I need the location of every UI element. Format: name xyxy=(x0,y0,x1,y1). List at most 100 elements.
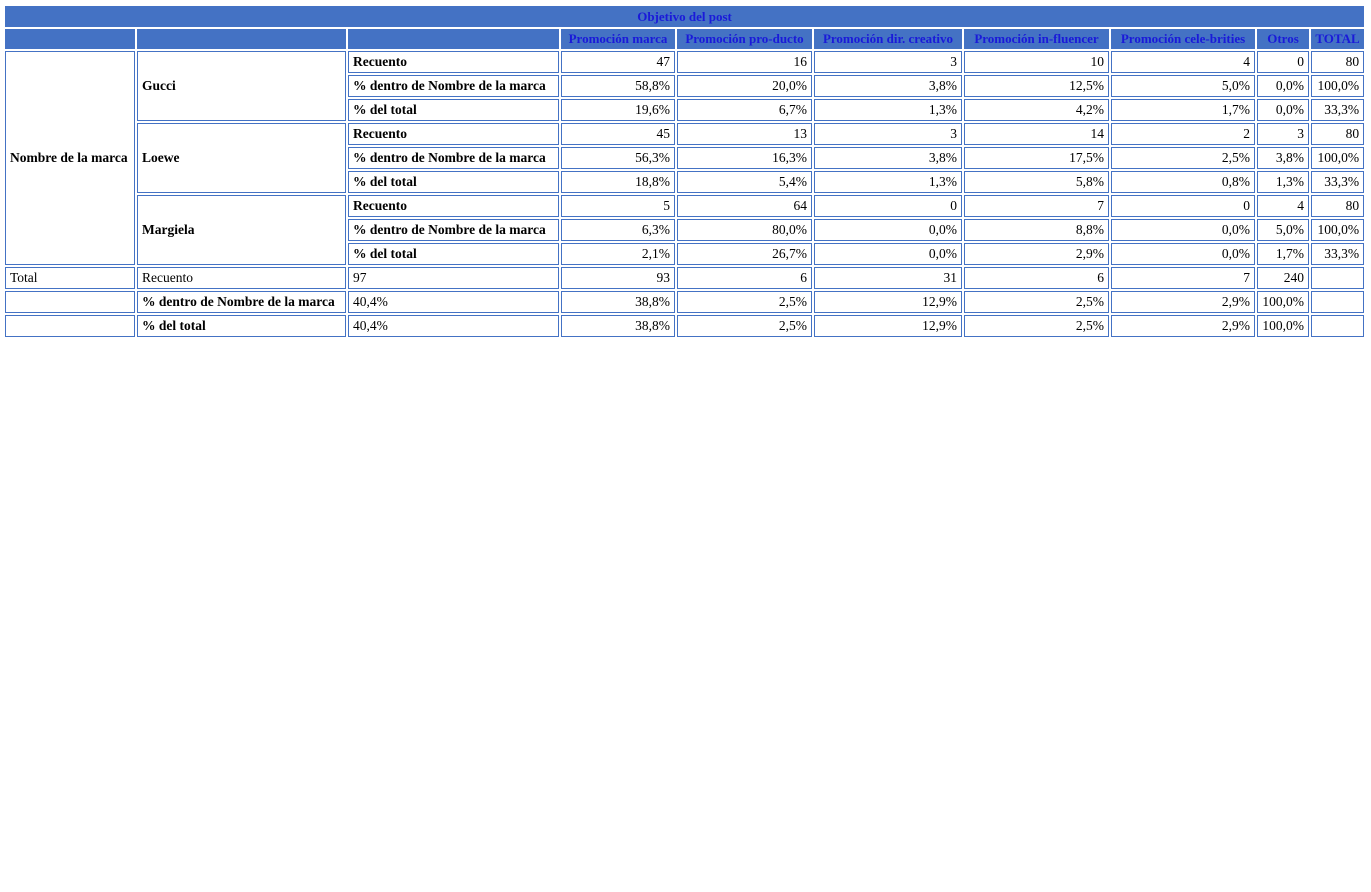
data-cell: 38,8% xyxy=(561,291,675,313)
data-cell: 2,5% xyxy=(964,315,1109,337)
column-header: Promoción pro-ducto xyxy=(677,29,812,49)
data-cell: 16,3% xyxy=(677,147,812,169)
data-cell: 0 xyxy=(814,195,962,217)
row-label: % del total xyxy=(348,99,559,121)
data-cell: 1,3% xyxy=(1257,171,1309,193)
data-cell: 40,4% xyxy=(348,291,559,313)
data-cell: 40,4% xyxy=(348,315,559,337)
table-row: % dentro de Nombre de la marca 58,8% 20,… xyxy=(5,75,1365,97)
data-cell: 6,3% xyxy=(561,219,675,241)
row-label: Recuento xyxy=(137,267,346,289)
data-cell: 12,9% xyxy=(814,291,962,313)
total-row: % del total 40,4% 38,8% 2,5% 12,9% 2,5% … xyxy=(5,315,1365,337)
data-cell: 97 xyxy=(348,267,559,289)
data-cell: 2 xyxy=(1111,123,1255,145)
data-cell: 93 xyxy=(561,267,675,289)
data-cell: 0 xyxy=(1257,51,1309,73)
empty-cell xyxy=(1311,315,1365,337)
data-cell: 4,2% xyxy=(964,99,1109,121)
data-cell: 7 xyxy=(1111,267,1255,289)
data-cell: 17,5% xyxy=(964,147,1109,169)
row-label: % dentro de Nombre de la marca xyxy=(348,75,559,97)
data-cell: 58,8% xyxy=(561,75,675,97)
data-cell: 13 xyxy=(677,123,812,145)
data-cell: 5 xyxy=(561,195,675,217)
data-cell: 0,0% xyxy=(1257,75,1309,97)
data-cell: 1,3% xyxy=(814,99,962,121)
column-header: Promoción marca xyxy=(561,29,675,49)
table-row: % dentro de Nombre de la marca 6,3% 80,0… xyxy=(5,219,1365,241)
data-cell: 0,8% xyxy=(1111,171,1255,193)
data-cell: 33,3% xyxy=(1311,99,1365,121)
data-cell: 45 xyxy=(561,123,675,145)
data-cell: 100,0% xyxy=(1311,75,1365,97)
data-cell: 10 xyxy=(964,51,1109,73)
data-cell: 7 xyxy=(964,195,1109,217)
empty-cell xyxy=(5,291,135,313)
data-cell: 80,0% xyxy=(677,219,812,241)
column-header: TOTAL xyxy=(1311,29,1365,49)
table-row: Nombre de la marca Gucci Recuento 47 16 … xyxy=(5,51,1365,265)
column-header: Promoción in-fluencer xyxy=(964,29,1109,49)
brand-name: Loewe xyxy=(137,123,346,193)
row-label: % dentro de Nombre de la marca xyxy=(348,147,559,169)
data-cell: 80 xyxy=(1311,123,1365,145)
row-label: % del total xyxy=(137,315,346,337)
table-row: % del total 2,1% 26,7% 0,0% 2,9% 0,0% 1,… xyxy=(5,243,1365,265)
row-label: % dentro de Nombre de la marca xyxy=(348,219,559,241)
corner-cell xyxy=(348,29,559,49)
total-row: % dentro de Nombre de la marca 40,4% 38,… xyxy=(5,291,1365,313)
data-cell: 2,9% xyxy=(964,243,1109,265)
data-cell: 3 xyxy=(1257,123,1309,145)
total-label: Total xyxy=(5,267,135,289)
data-cell: 240 xyxy=(1257,267,1309,289)
row-label: Recuento xyxy=(348,195,559,217)
table-row: Margiela Recuento 5 64 0 7 0 4 80 xyxy=(5,195,1365,265)
data-cell: 56,3% xyxy=(561,147,675,169)
row-label: Recuento xyxy=(348,51,559,73)
data-cell: 0,0% xyxy=(1111,219,1255,241)
empty-cell xyxy=(1311,267,1365,289)
data-cell: 47 xyxy=(561,51,675,73)
data-cell: 0,0% xyxy=(814,243,962,265)
data-cell: 1,3% xyxy=(814,171,962,193)
data-cell: 16 xyxy=(677,51,812,73)
total-row: Total Recuento 97 93 6 31 6 7 240 xyxy=(5,267,1365,289)
corner-cell xyxy=(5,29,135,49)
data-cell: 33,3% xyxy=(1311,171,1365,193)
data-cell: 2,9% xyxy=(1111,315,1255,337)
data-cell: 0 xyxy=(1111,195,1255,217)
data-cell: 12,9% xyxy=(814,315,962,337)
crosstab-table: Objetivo del post Promoción marca Promoc… xyxy=(3,4,1366,339)
data-cell: 33,3% xyxy=(1311,243,1365,265)
data-cell: 2,5% xyxy=(677,291,812,313)
data-cell: 12,5% xyxy=(964,75,1109,97)
data-cell: 1,7% xyxy=(1111,99,1255,121)
data-cell: 4 xyxy=(1111,51,1255,73)
data-cell: 2,9% xyxy=(1111,291,1255,313)
data-cell: 64 xyxy=(677,195,812,217)
data-cell: 14 xyxy=(964,123,1109,145)
empty-cell xyxy=(1311,291,1365,313)
data-cell: 18,8% xyxy=(561,171,675,193)
data-cell: 4 xyxy=(1257,195,1309,217)
data-cell: 38,8% xyxy=(561,315,675,337)
row-dimension-label: Nombre de la marca xyxy=(5,51,135,265)
data-cell: 0,0% xyxy=(814,219,962,241)
data-cell: 80 xyxy=(1311,195,1365,217)
data-cell: 3 xyxy=(814,51,962,73)
data-cell: 3,8% xyxy=(814,147,962,169)
data-cell: 3,8% xyxy=(1257,147,1309,169)
data-cell: 5,0% xyxy=(1257,219,1309,241)
row-label: Recuento xyxy=(348,123,559,145)
table-row: % del total 19,6% 6,7% 1,3% 4,2% 1,7% 0,… xyxy=(5,99,1365,121)
data-cell: 2,1% xyxy=(561,243,675,265)
data-cell: 2,5% xyxy=(964,291,1109,313)
data-cell: 6 xyxy=(964,267,1109,289)
row-label: % dentro de Nombre de la marca xyxy=(137,291,346,313)
data-cell: 19,6% xyxy=(561,99,675,121)
table-row: % del total 18,8% 5,4% 1,3% 5,8% 0,8% 1,… xyxy=(5,171,1365,193)
title-row: Objetivo del post xyxy=(5,6,1365,27)
data-cell: 5,8% xyxy=(964,171,1109,193)
